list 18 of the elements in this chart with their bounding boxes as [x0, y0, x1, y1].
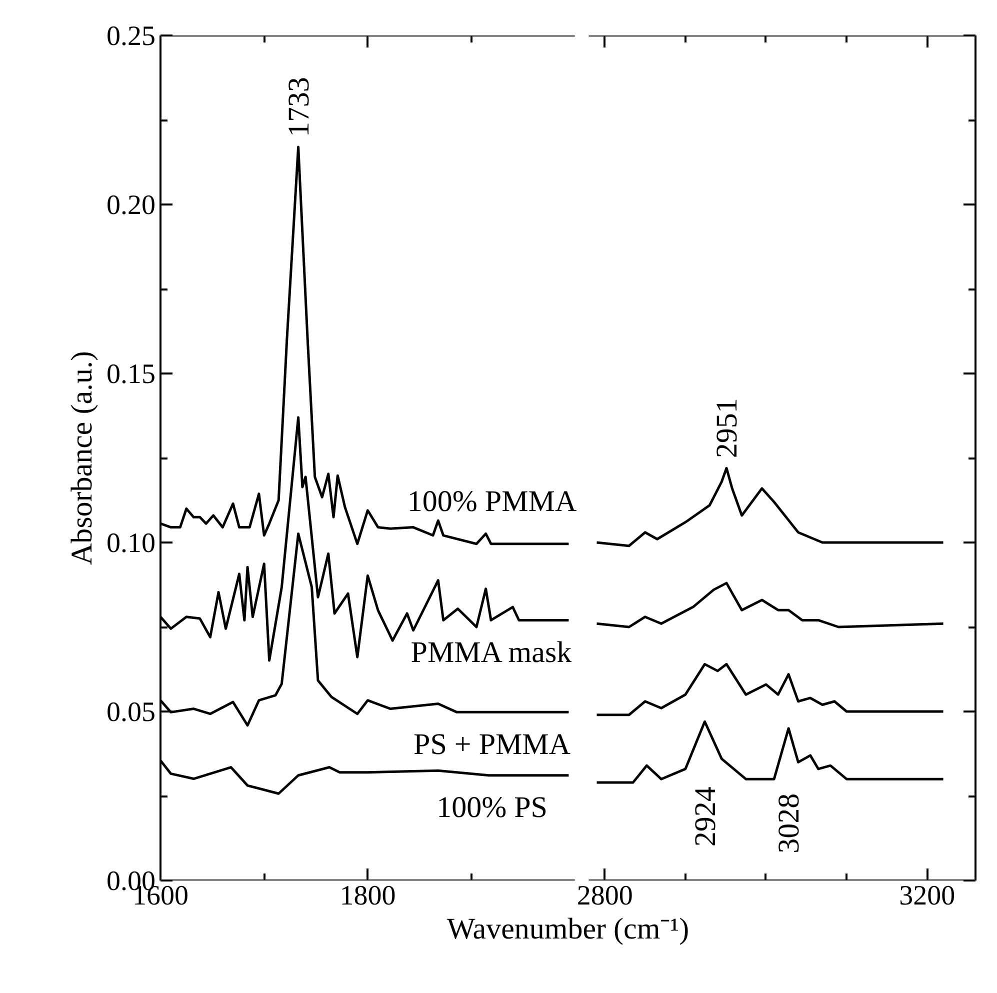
annotation: 3028 — [772, 793, 806, 854]
y-tick-label: 0.15 — [106, 359, 156, 390]
x-axis-title: Wavenumber (cm⁻¹) — [446, 912, 690, 946]
series-label: 100% PMMA — [407, 485, 577, 518]
y-tick-label: 0.10 — [106, 528, 156, 559]
y-axis-title: Absorbance (a.u.) — [66, 350, 98, 566]
series-label: PS + PMMA — [414, 728, 571, 761]
y-tick-label: 0.05 — [106, 697, 156, 728]
x-tick-label: 2800 — [576, 880, 633, 912]
series-label: 100% PS — [436, 790, 548, 824]
x-tick-label: 1800 — [340, 880, 396, 912]
series-label: PMMA mask — [410, 636, 572, 669]
x-tick-label: 3200 — [899, 880, 956, 912]
annotation: 2924 — [688, 786, 722, 847]
annotation: 2951 — [710, 398, 744, 458]
annotation: 1733 — [282, 77, 316, 138]
y-tick-label: 0.20 — [106, 190, 156, 221]
y-tick-label: 0.25 — [106, 21, 156, 52]
